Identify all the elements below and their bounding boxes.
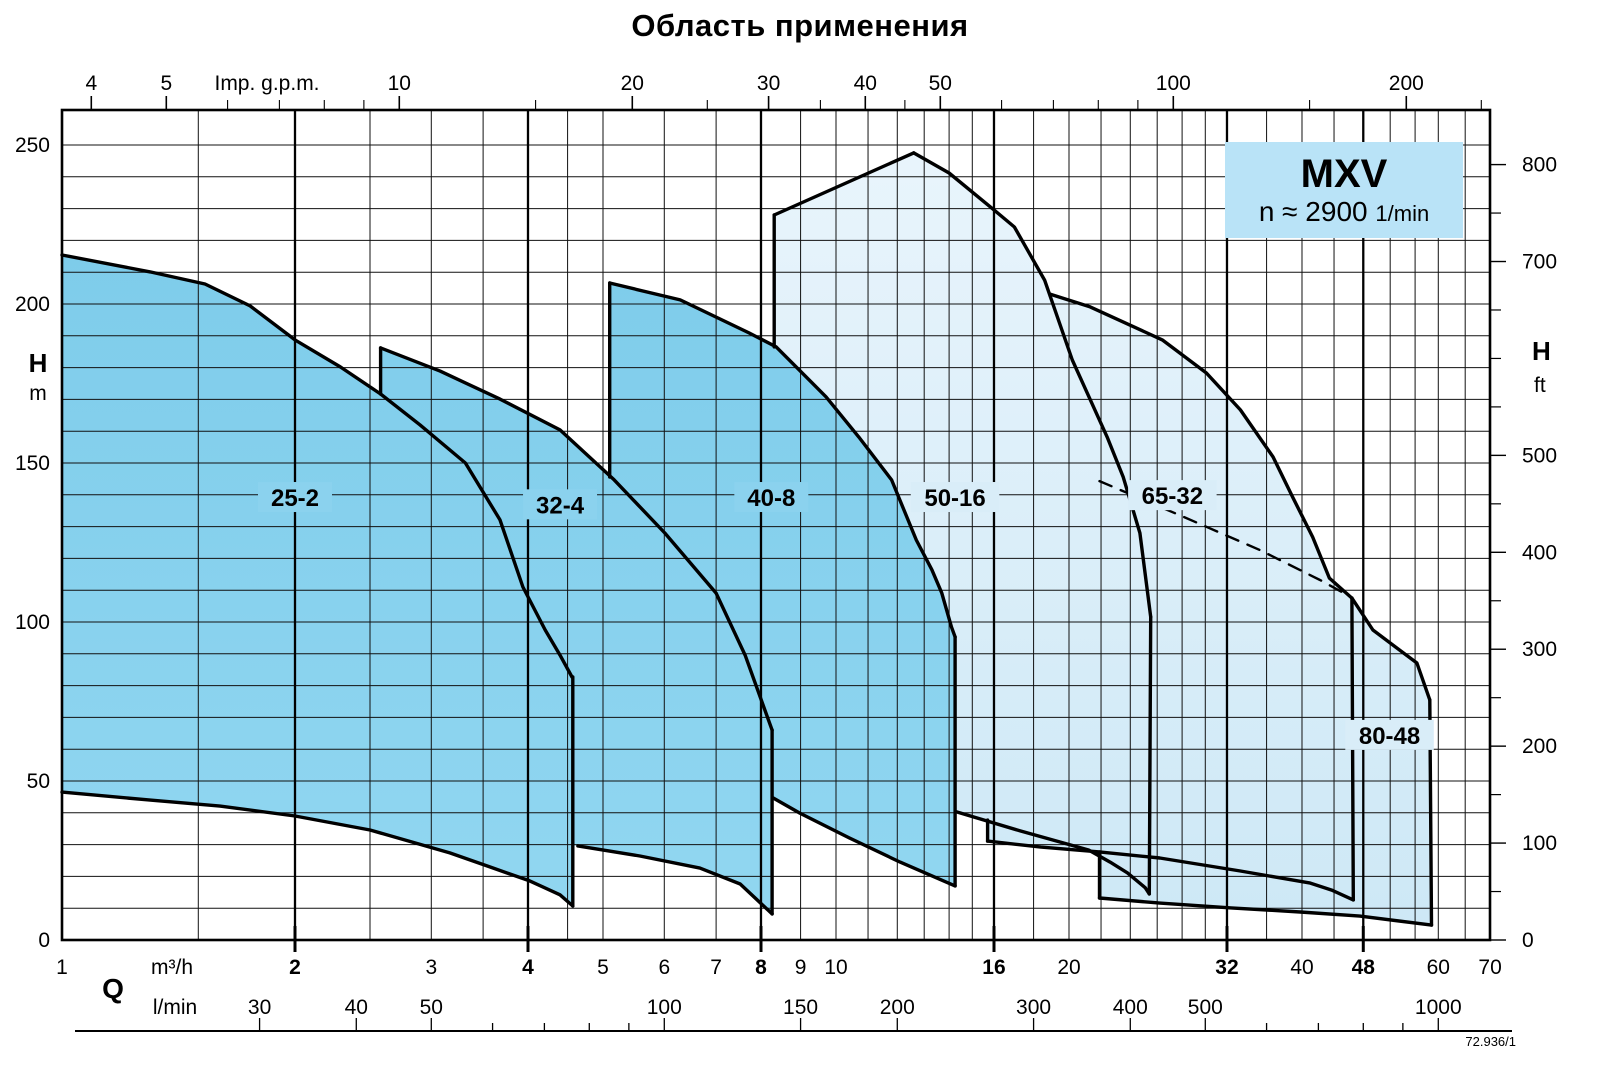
top-axis-unit-label: Imp. g.p.m. [214,72,319,95]
lmin-label: 30 [248,996,271,1019]
left-axis-label: 100 [15,611,50,634]
region-outline-50-16 [954,810,1151,896]
region-label-25-2: 25-2 [271,485,319,512]
bottom-axis-label: 4 [522,956,534,979]
bottom-axis-label: 5 [597,956,609,979]
region-outline-65-32 [985,839,1355,902]
left-axis-letter: H [29,348,48,378]
bottom-axis-label: 48 [1352,956,1376,979]
bottom-axis-label: 8 [755,956,767,979]
region-outline-50-16 [1147,615,1153,896]
region-fill-40-8 [609,283,956,886]
region-outline-40-8 [608,281,957,639]
top-axis-label: 40 [854,72,877,95]
flow-axis-letter: Q [102,973,124,1004]
right-axis-label: 500 [1522,444,1557,467]
top-axis-label: 20 [621,72,644,95]
top-axis-label: 100 [1156,72,1191,95]
lmin-label: 1000 [1415,996,1462,1019]
right-axis-letter: H [1532,336,1551,366]
top-axis-label: 10 [388,72,411,95]
plot-frame [60,108,1492,942]
region-label-40-8: 40-8 [747,485,795,512]
region-label-50-16: 50-16 [924,485,985,512]
pump-speed-unit: 1/min [1375,201,1430,227]
flow-unit-m3h: m³/h [151,956,193,979]
left-axis-label: 200 [15,293,50,316]
region-outline-50-16 [772,151,916,217]
region-outline-25-2 [60,790,575,908]
pump-series-badge: MXV n ≈ 2900 1/min [1225,142,1463,238]
left-axis-label: 250 [15,134,50,157]
lmin-label: 200 [880,996,915,1019]
left-axis-label: 0 [38,929,50,952]
lmin-label: 50 [420,996,443,1019]
right-axis-label: 200 [1522,735,1557,758]
lmin-label: 300 [1016,996,1051,1019]
lmin-label: 400 [1113,996,1148,1019]
pump-series-name: MXV [1300,152,1388,197]
right-axis-label: 300 [1522,638,1557,661]
right-axis-unit: ft [1534,374,1546,397]
bottom-axis-label: 9 [795,956,807,979]
bottom-axis-label: 7 [710,956,722,979]
page-title: Область применения [631,8,969,43]
region-label-32-4: 32-4 [536,492,585,519]
region-label-halo [910,482,1000,513]
right-axis-label: 400 [1522,541,1557,564]
document-number: 72.936/1 [1465,1034,1516,1049]
left-axis-label: 150 [15,452,50,475]
region-label-halo [1345,719,1434,750]
top-axis-label: 50 [929,72,952,95]
region-outline-32-4 [576,844,774,916]
pump-speed-value: n ≈ 2900 [1258,196,1368,228]
lmin-label: 100 [647,996,682,1019]
grid-layer [60,108,1492,942]
region-labels: 25-2 32-4 40-8 50-16 65-32 80-48 [257,480,1434,750]
region-outline-25-2 [60,253,574,679]
region-outline-65-32 [1048,292,1354,600]
right-axis-label: 0 [1522,929,1534,952]
bottom-axis-label: 6 [658,956,670,979]
region-outline-40-8 [771,796,957,888]
right-axis-label: 800 [1522,154,1557,177]
flow-unit-lmin: l/min [153,996,197,1019]
right-axis-label: 100 [1522,832,1557,855]
top-axis-label: 30 [757,72,780,95]
bottom-axis-label: 16 [982,956,1005,979]
region-label-halo [257,482,332,513]
bottom-axis-label: 10 [824,956,847,979]
pump-speed: n ≈ 2900 1/min [1259,197,1429,226]
left-axis-unit: m [29,382,47,405]
bottom-axis-label: 2 [289,956,301,979]
top-axis-label: 4 [85,72,97,95]
lmin-label: 150 [783,996,818,1019]
region-outline-32-4 [378,346,774,732]
bottom-axis-label: 40 [1290,956,1313,979]
right-axis-label: 700 [1522,251,1557,274]
region-label-halo [523,489,598,520]
top-axis-label: 200 [1389,72,1424,95]
bottom-axis-label: 3 [425,956,437,979]
left-axis-label: 50 [27,770,50,793]
region-label-65-32: 65-32 [1142,483,1203,510]
region-label-halo [734,482,809,513]
bottom-axis-label: 60 [1427,956,1450,979]
region-label-80-48: 80-48 [1359,723,1420,750]
bottom-axis-label: 20 [1057,956,1080,979]
bottom-axis-label: 70 [1478,956,1501,979]
top-axis-label: 5 [160,72,172,95]
bottom-axis-label: 1 [56,956,68,979]
lmin-label: 40 [345,996,368,1019]
region-outline-80-48 [1097,896,1434,927]
region-outline-80-48 [1350,596,1432,702]
region-label-halo [1128,480,1217,511]
bottom-axis-label: 32 [1215,956,1238,979]
lmin-label: 500 [1188,996,1223,1019]
